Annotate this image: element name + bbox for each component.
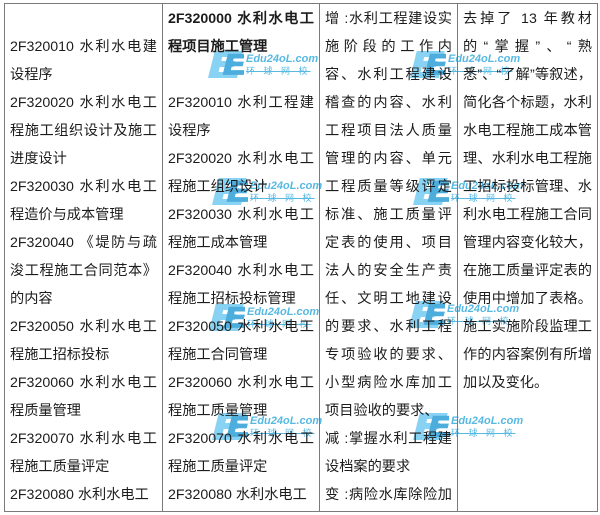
outline-item: 2F320030 水利水电工程造价与成本管理	[10, 179, 157, 223]
outline-item: 2F320040 水利水电工程施工招标投标管理	[168, 263, 314, 307]
cell-old-outline: 2F320010 水利水电建设程序 2F320020 水利水电工程施工组织设计及…	[10, 5, 157, 511]
outline-item: 2F320010 水利水电建设程序	[10, 39, 157, 83]
outline-item: 2F320050 水利水电工程施工合同管理	[168, 319, 314, 363]
column-new-outline: 2F320000 水利水电工程项目施工管理 2F320010 水利工程建设程序 …	[162, 3, 320, 512]
column-old-outline: 2F320010 水利水电建设程序 2F320020 水利水电工程施工组织设计及…	[4, 3, 163, 512]
outline-comparison-table: 2F320010 水利水电建设程序 2F320020 水利水电工程施工组织设计及…	[4, 3, 598, 512]
outline-item: 2F320010 水利工程建设程序	[168, 95, 314, 139]
cell-new-outline: 2F320000 水利水电工程项目施工管理 2F320010 水利工程建设程序 …	[168, 5, 314, 511]
outline-item: 2F320070 水利水电工程施工质量评定	[10, 431, 157, 475]
table-row: 2F320010 水利水电建设程序 2F320020 水利水电工程施工组织设计及…	[4, 3, 598, 512]
outline-heading: 2F320000 水利水电工程项目施工管理	[168, 11, 314, 55]
outline-item: 2F320020 水利水电工程施工组织设计	[168, 151, 314, 195]
column-changes: 增 :水利工程建设实施阶段的工作内容、水利工程建设稽查的内容、水利工程项目法人质…	[319, 3, 458, 512]
outline-item: 2F320040 《堤防与疏浚工程施工合同范本》的内容	[10, 235, 157, 307]
outline-item: 2F320020 水利水电工程施工组织设计及施工进度设计	[10, 95, 157, 167]
outline-item: 2F320030 水利水电工程施工成本管理	[168, 207, 314, 251]
outline-item: 2F320070 水利水电工程施工质量评定	[168, 431, 314, 475]
cell-changes: 增 :水利工程建设实施阶段的工作内容、水利工程建设稽查的内容、水利工程项目法人质…	[325, 5, 452, 511]
outline-item	[10, 5, 157, 33]
outline-item: 2F320060 水利水电工程施工质量管理	[168, 375, 314, 419]
outline-item	[168, 61, 314, 89]
changes-modified: 变 :病险水库除险加固工程的建设要求、	[325, 487, 452, 503]
outline-item: 2F320050 水利水电工程施工招标投标	[10, 319, 157, 363]
changes-removed: 减 :掌握水利工程建设档案的要求	[325, 431, 452, 475]
summary-text: 去掉了 13 年教材的“掌握”、“熟悉”、“了解”等叙述，简化各个标题，水利水电…	[463, 11, 592, 391]
outline-item: 2F320060 水利水电工程质量管理	[10, 375, 157, 419]
outline-item: 2F320080 水利水电工	[10, 487, 149, 503]
outline-item: 2F320080 水利水电工	[168, 487, 307, 503]
cell-summary: 去掉了 13 年教材的“掌握”、“熟悉”、“了解”等叙述，简化各个标题，水利水电…	[463, 5, 592, 511]
changes-added: 增 :水利工程建设实施阶段的工作内容、水利工程建设稽查的内容、水利工程项目法人质…	[325, 11, 452, 419]
column-summary: 去掉了 13 年教材的“掌握”、“熟悉”、“了解”等叙述，简化各个标题，水利水电…	[457, 3, 598, 512]
